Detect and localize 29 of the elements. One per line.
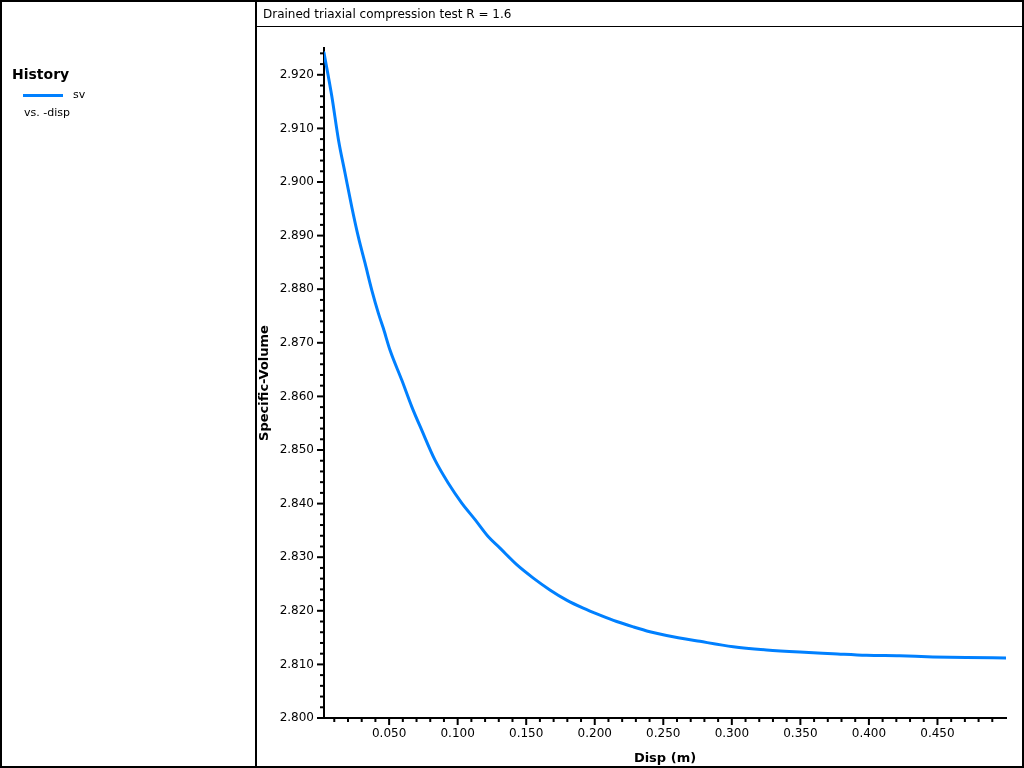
x-tick-label: 0.400 — [851, 726, 887, 741]
x-tick-label: 0.200 — [577, 726, 612, 741]
y-tick-label: 2.850 — [279, 442, 314, 457]
y-tick-label: 2.800 — [279, 710, 314, 725]
y-tick-label: 2.830 — [279, 549, 314, 564]
y-tick-label: 2.840 — [279, 495, 314, 510]
y-tick-label: 2.890 — [279, 227, 314, 242]
legend-title: History — [12, 66, 70, 82]
x-tick-label: 0.300 — [714, 726, 750, 741]
y-tick-label: 2.880 — [279, 281, 314, 296]
y-tick-label: 2.870 — [279, 334, 314, 349]
y-tick-label: 2.920 — [279, 66, 314, 81]
y-axis-title: Specific-Volume — [256, 324, 272, 441]
x-tick-label: 0.150 — [509, 726, 544, 741]
chart-title: Drained triaxial compression test R = 1.6 — [257, 2, 1022, 27]
text: vs. -disp — [24, 106, 70, 119]
x-tick-label: 0.450 — [920, 726, 955, 741]
legend-label: sv — [73, 88, 86, 101]
y-tick-label: 2.820 — [279, 602, 314, 617]
y-tick-label: 2.860 — [279, 388, 314, 403]
x-tick-label: 0.350 — [783, 726, 818, 741]
y-tick-label: 2.900 — [279, 174, 314, 189]
y-tick-label: 2.810 — [279, 656, 314, 671]
x-tick-label: 0.100 — [440, 726, 475, 741]
x-tick-label: 0.050 — [371, 726, 407, 741]
x-tick-label: 0.250 — [646, 726, 681, 741]
y-tick-label: 2.910 — [279, 120, 314, 135]
x-axis-title: Disp (m) — [633, 749, 697, 765]
line-series — [324, 51, 1006, 660]
